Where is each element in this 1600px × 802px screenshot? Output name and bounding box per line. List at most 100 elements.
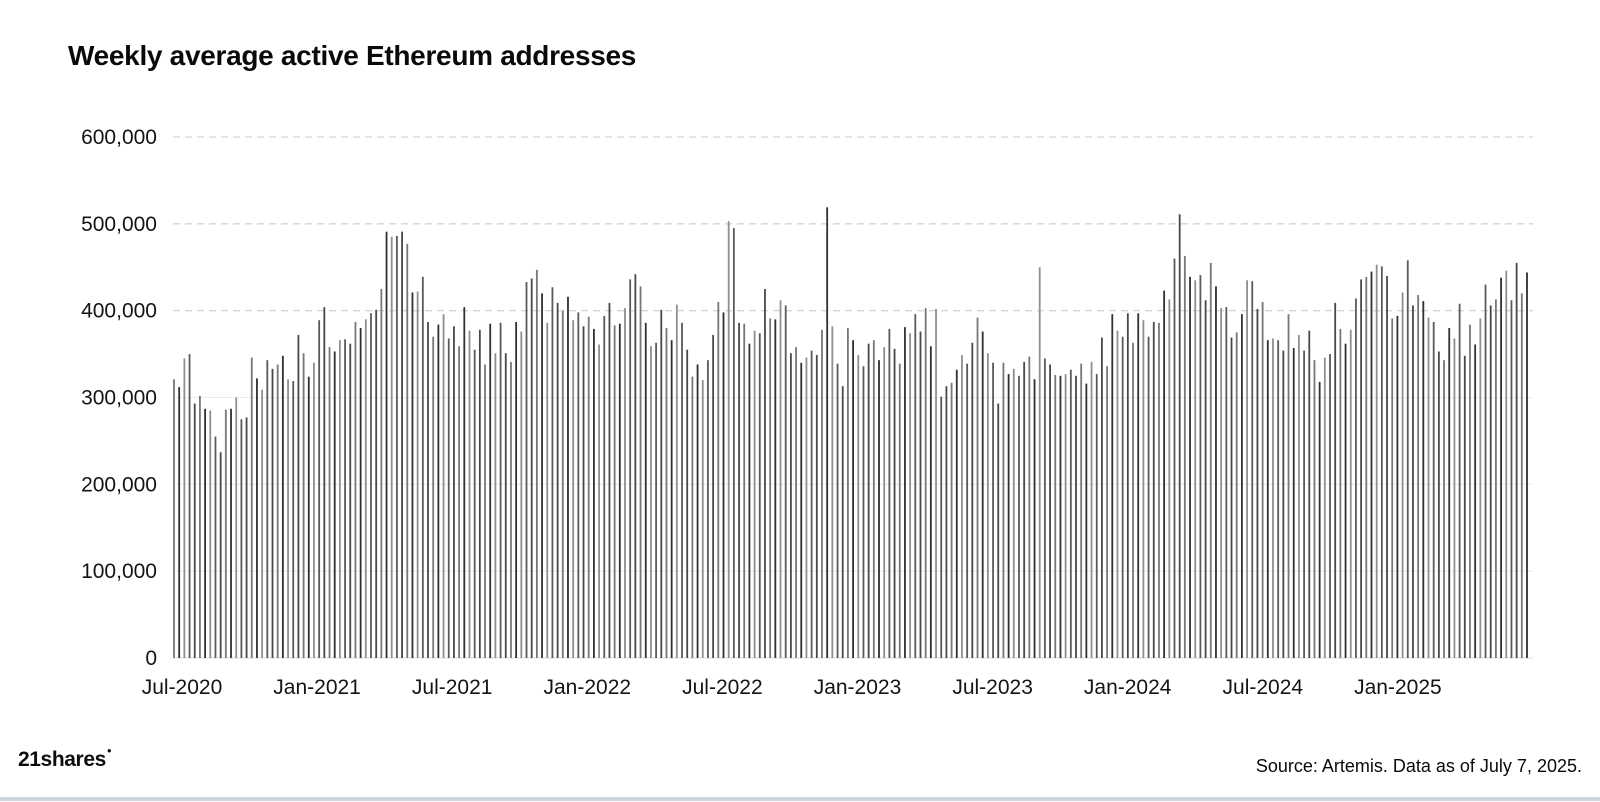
bar (1287, 314, 1290, 658)
bar (478, 329, 481, 658)
bar (1142, 320, 1145, 658)
bar (447, 338, 450, 658)
y-axis-tick-label: 200,000 (81, 473, 157, 496)
bar (338, 340, 341, 658)
bar (1116, 330, 1119, 658)
bar (1007, 374, 1010, 658)
bar (390, 236, 393, 659)
bar (1282, 350, 1285, 658)
bar (758, 333, 761, 658)
bar (344, 339, 346, 658)
bar (712, 334, 715, 658)
bar (1173, 258, 1176, 658)
bar (1049, 364, 1051, 658)
y-axis-tick-label: 100,000 (81, 560, 157, 583)
bar (313, 362, 315, 658)
bar (1360, 279, 1363, 658)
bar (1266, 340, 1269, 658)
bar (836, 363, 839, 658)
bar (489, 323, 492, 658)
bar (188, 354, 191, 658)
bar (1163, 290, 1166, 658)
bar (1090, 361, 1093, 658)
bar (608, 302, 611, 658)
bar (722, 312, 725, 658)
bar (1510, 300, 1513, 658)
bar (224, 409, 227, 658)
bar (1158, 322, 1160, 658)
bar (961, 354, 963, 658)
bar (572, 320, 575, 658)
bar (800, 362, 803, 658)
bar (924, 308, 927, 658)
bar (1261, 301, 1264, 658)
x-axis-tick-label: Jul-2020 (142, 676, 223, 699)
bar (561, 310, 564, 658)
bar (686, 349, 689, 658)
bar (1292, 348, 1295, 658)
bar (1178, 214, 1181, 658)
bar (795, 347, 797, 658)
bar (1303, 350, 1305, 658)
bar (504, 353, 507, 658)
bar (945, 386, 948, 658)
bar (997, 403, 1000, 658)
bar (1495, 299, 1497, 658)
bar (789, 353, 792, 658)
bar (1012, 368, 1015, 658)
bar (888, 328, 891, 658)
bar (276, 364, 279, 658)
x-axis-tick-label: Jan-2023 (814, 676, 902, 699)
bar (1106, 366, 1108, 658)
x-axis-tick-label: Jan-2022 (544, 676, 632, 699)
bar (898, 363, 901, 658)
brand-logo-text: 21shares (18, 748, 106, 771)
bar (696, 364, 699, 658)
bar (432, 336, 435, 658)
bar (1334, 302, 1337, 658)
bar (359, 328, 362, 658)
bar (1323, 357, 1326, 658)
bar (535, 269, 538, 658)
bar (1505, 270, 1508, 658)
bar (1417, 295, 1420, 658)
bar (499, 322, 502, 658)
bar (1448, 328, 1451, 658)
y-axis-tick-label: 300,000 (81, 387, 157, 410)
bar (411, 292, 414, 658)
bar (992, 362, 994, 658)
bar (1095, 374, 1098, 658)
bar (650, 346, 652, 658)
bar (986, 353, 989, 658)
bar (1365, 276, 1368, 658)
bar (1064, 374, 1067, 658)
bar (551, 287, 554, 658)
bar (1038, 267, 1041, 658)
bar (235, 397, 238, 658)
bar (847, 328, 849, 658)
x-axis-tick-label: Jan-2021 (273, 676, 361, 699)
bar (598, 344, 600, 658)
bar (463, 307, 466, 658)
bar (1463, 355, 1466, 658)
bar (660, 309, 663, 658)
bar (1018, 375, 1020, 658)
bar (1204, 300, 1207, 658)
bar (670, 340, 673, 658)
bar (349, 343, 352, 658)
bar (639, 286, 642, 658)
bar (1474, 344, 1477, 658)
bar (1427, 317, 1430, 658)
bar (1246, 280, 1248, 658)
bar (1469, 324, 1471, 658)
bar (872, 340, 875, 658)
bar (1132, 342, 1134, 658)
bar (784, 305, 787, 658)
bar (603, 315, 606, 658)
bar (618, 323, 621, 658)
bar (541, 293, 543, 658)
bar (567, 296, 569, 658)
bar (841, 386, 844, 658)
bar (292, 381, 295, 658)
bar (1054, 374, 1057, 658)
